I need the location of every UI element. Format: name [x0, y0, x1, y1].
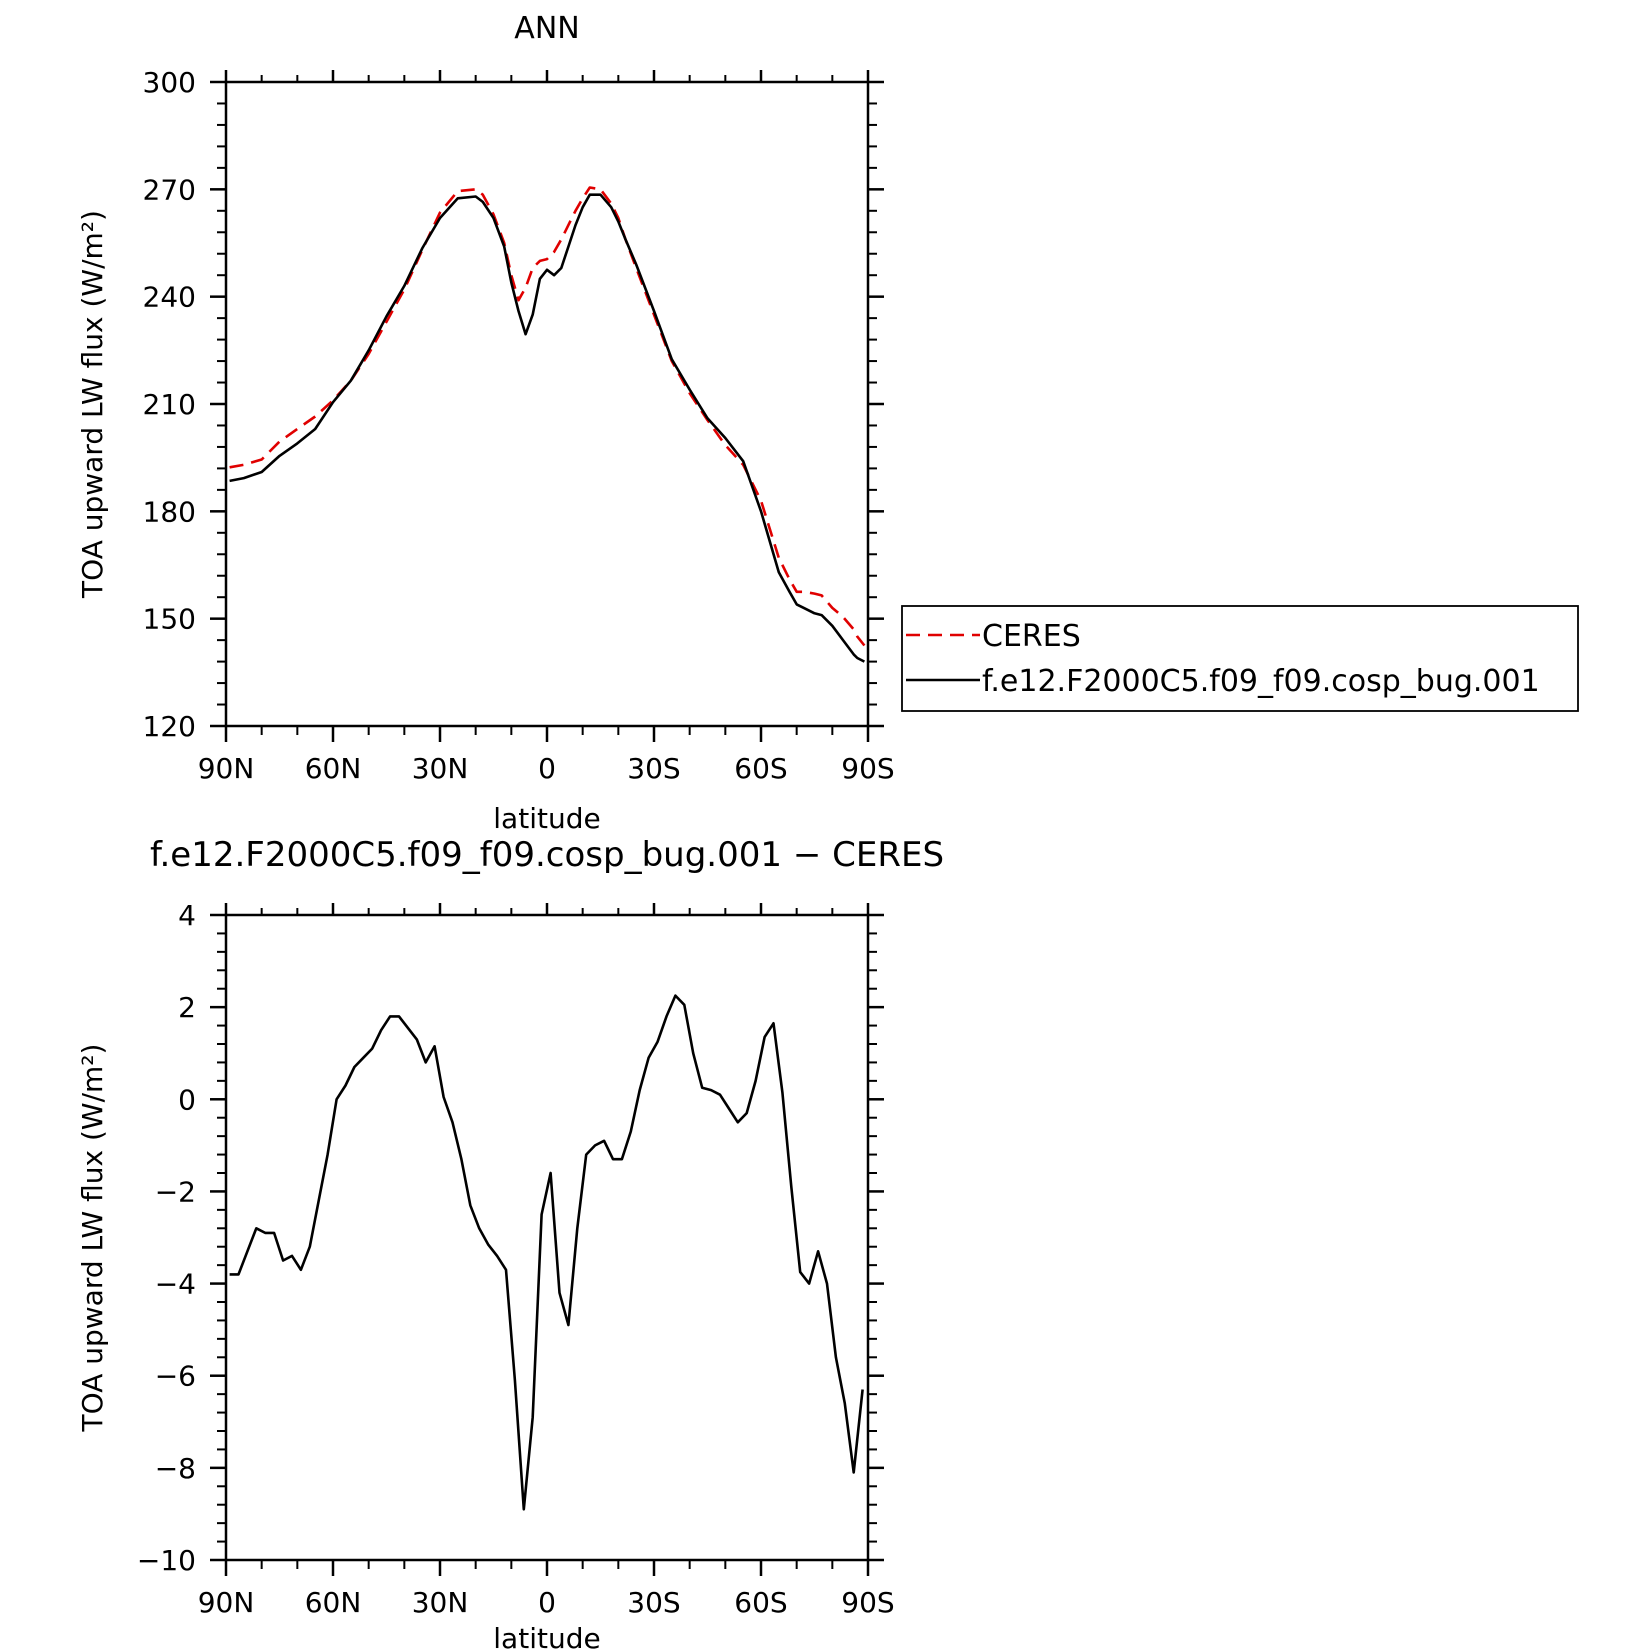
x-tick-label: 30S: [627, 1586, 680, 1619]
y-tick-label: −10: [137, 1544, 196, 1577]
y-tick-label: 180: [143, 495, 196, 528]
y-tick-label: 210: [143, 388, 196, 421]
y-tick-label: 300: [143, 66, 196, 99]
x-tick-label: 30N: [412, 1586, 469, 1619]
x-axis-label: latitude: [493, 802, 600, 835]
bottom-panel: 90N 60N 30N 0 30S 60S 90S −10 −8 −6 −4 −2 0 2 4 f.e12.F…: [76, 835, 944, 1652]
y-tick-label: 4: [178, 899, 196, 932]
x-tick-label: 60S: [734, 752, 787, 785]
top-panel: 90N 60N 30N 0 30S 60S 90S 120 150 180 210 240 270 300…: [76, 11, 1579, 835]
x-tick-label: 60N: [305, 1586, 362, 1619]
y-tick-label: 120: [143, 710, 196, 743]
x-tick-label: 90S: [841, 752, 894, 785]
y-tick-label: −2: [155, 1175, 196, 1208]
legend-label-1: f.e12.F2000C5.f09_f09.cosp_bug.001: [982, 664, 1540, 699]
x-tick-label: 30S: [627, 752, 680, 785]
y-axis-label: TOA upward LW flux (W/m²): [76, 210, 109, 599]
x-tick-label: 30N: [412, 752, 469, 785]
chart-title: f.e12.F2000C5.f09_f09.cosp_bug.001 − CER…: [150, 835, 944, 875]
x-tick-label: 60N: [305, 752, 362, 785]
x-tick-label: 90N: [198, 752, 255, 785]
y-tick-label: −8: [155, 1452, 196, 1485]
legend-box: [901, 605, 1579, 712]
x-tick-label: 0: [538, 1586, 556, 1619]
y-tick-label: 150: [143, 603, 196, 636]
series-line-0: [229, 186, 866, 647]
legend-label-0: CERES: [982, 619, 1081, 654]
y-axis-label: TOA upward LW flux (W/m²): [76, 1044, 109, 1433]
y-tick-label: 0: [178, 1083, 196, 1116]
chart-title: ANN: [514, 11, 579, 46]
y-tick-label: −6: [155, 1360, 196, 1393]
legend: CERES f.e12.F2000C5.f09_f09.cosp_bug.001: [901, 605, 1579, 712]
x-tick-label: 60S: [734, 1586, 787, 1619]
y-tick-label: 2: [178, 991, 196, 1024]
x-axis-label: latitude: [493, 1622, 600, 1652]
series-line-0: [229, 994, 864, 1511]
y-tick-label: −4: [155, 1268, 196, 1301]
y-tick-label: 240: [143, 281, 196, 314]
y-tick-label: 270: [143, 173, 196, 206]
x-tick-label: 90N: [198, 1586, 255, 1619]
x-tick-label: 90S: [841, 1586, 894, 1619]
x-tick-label: 0: [538, 752, 556, 785]
plot-frame: [224, 913, 870, 1562]
series-line-1: [229, 193, 865, 663]
plot-frame: [224, 80, 870, 728]
